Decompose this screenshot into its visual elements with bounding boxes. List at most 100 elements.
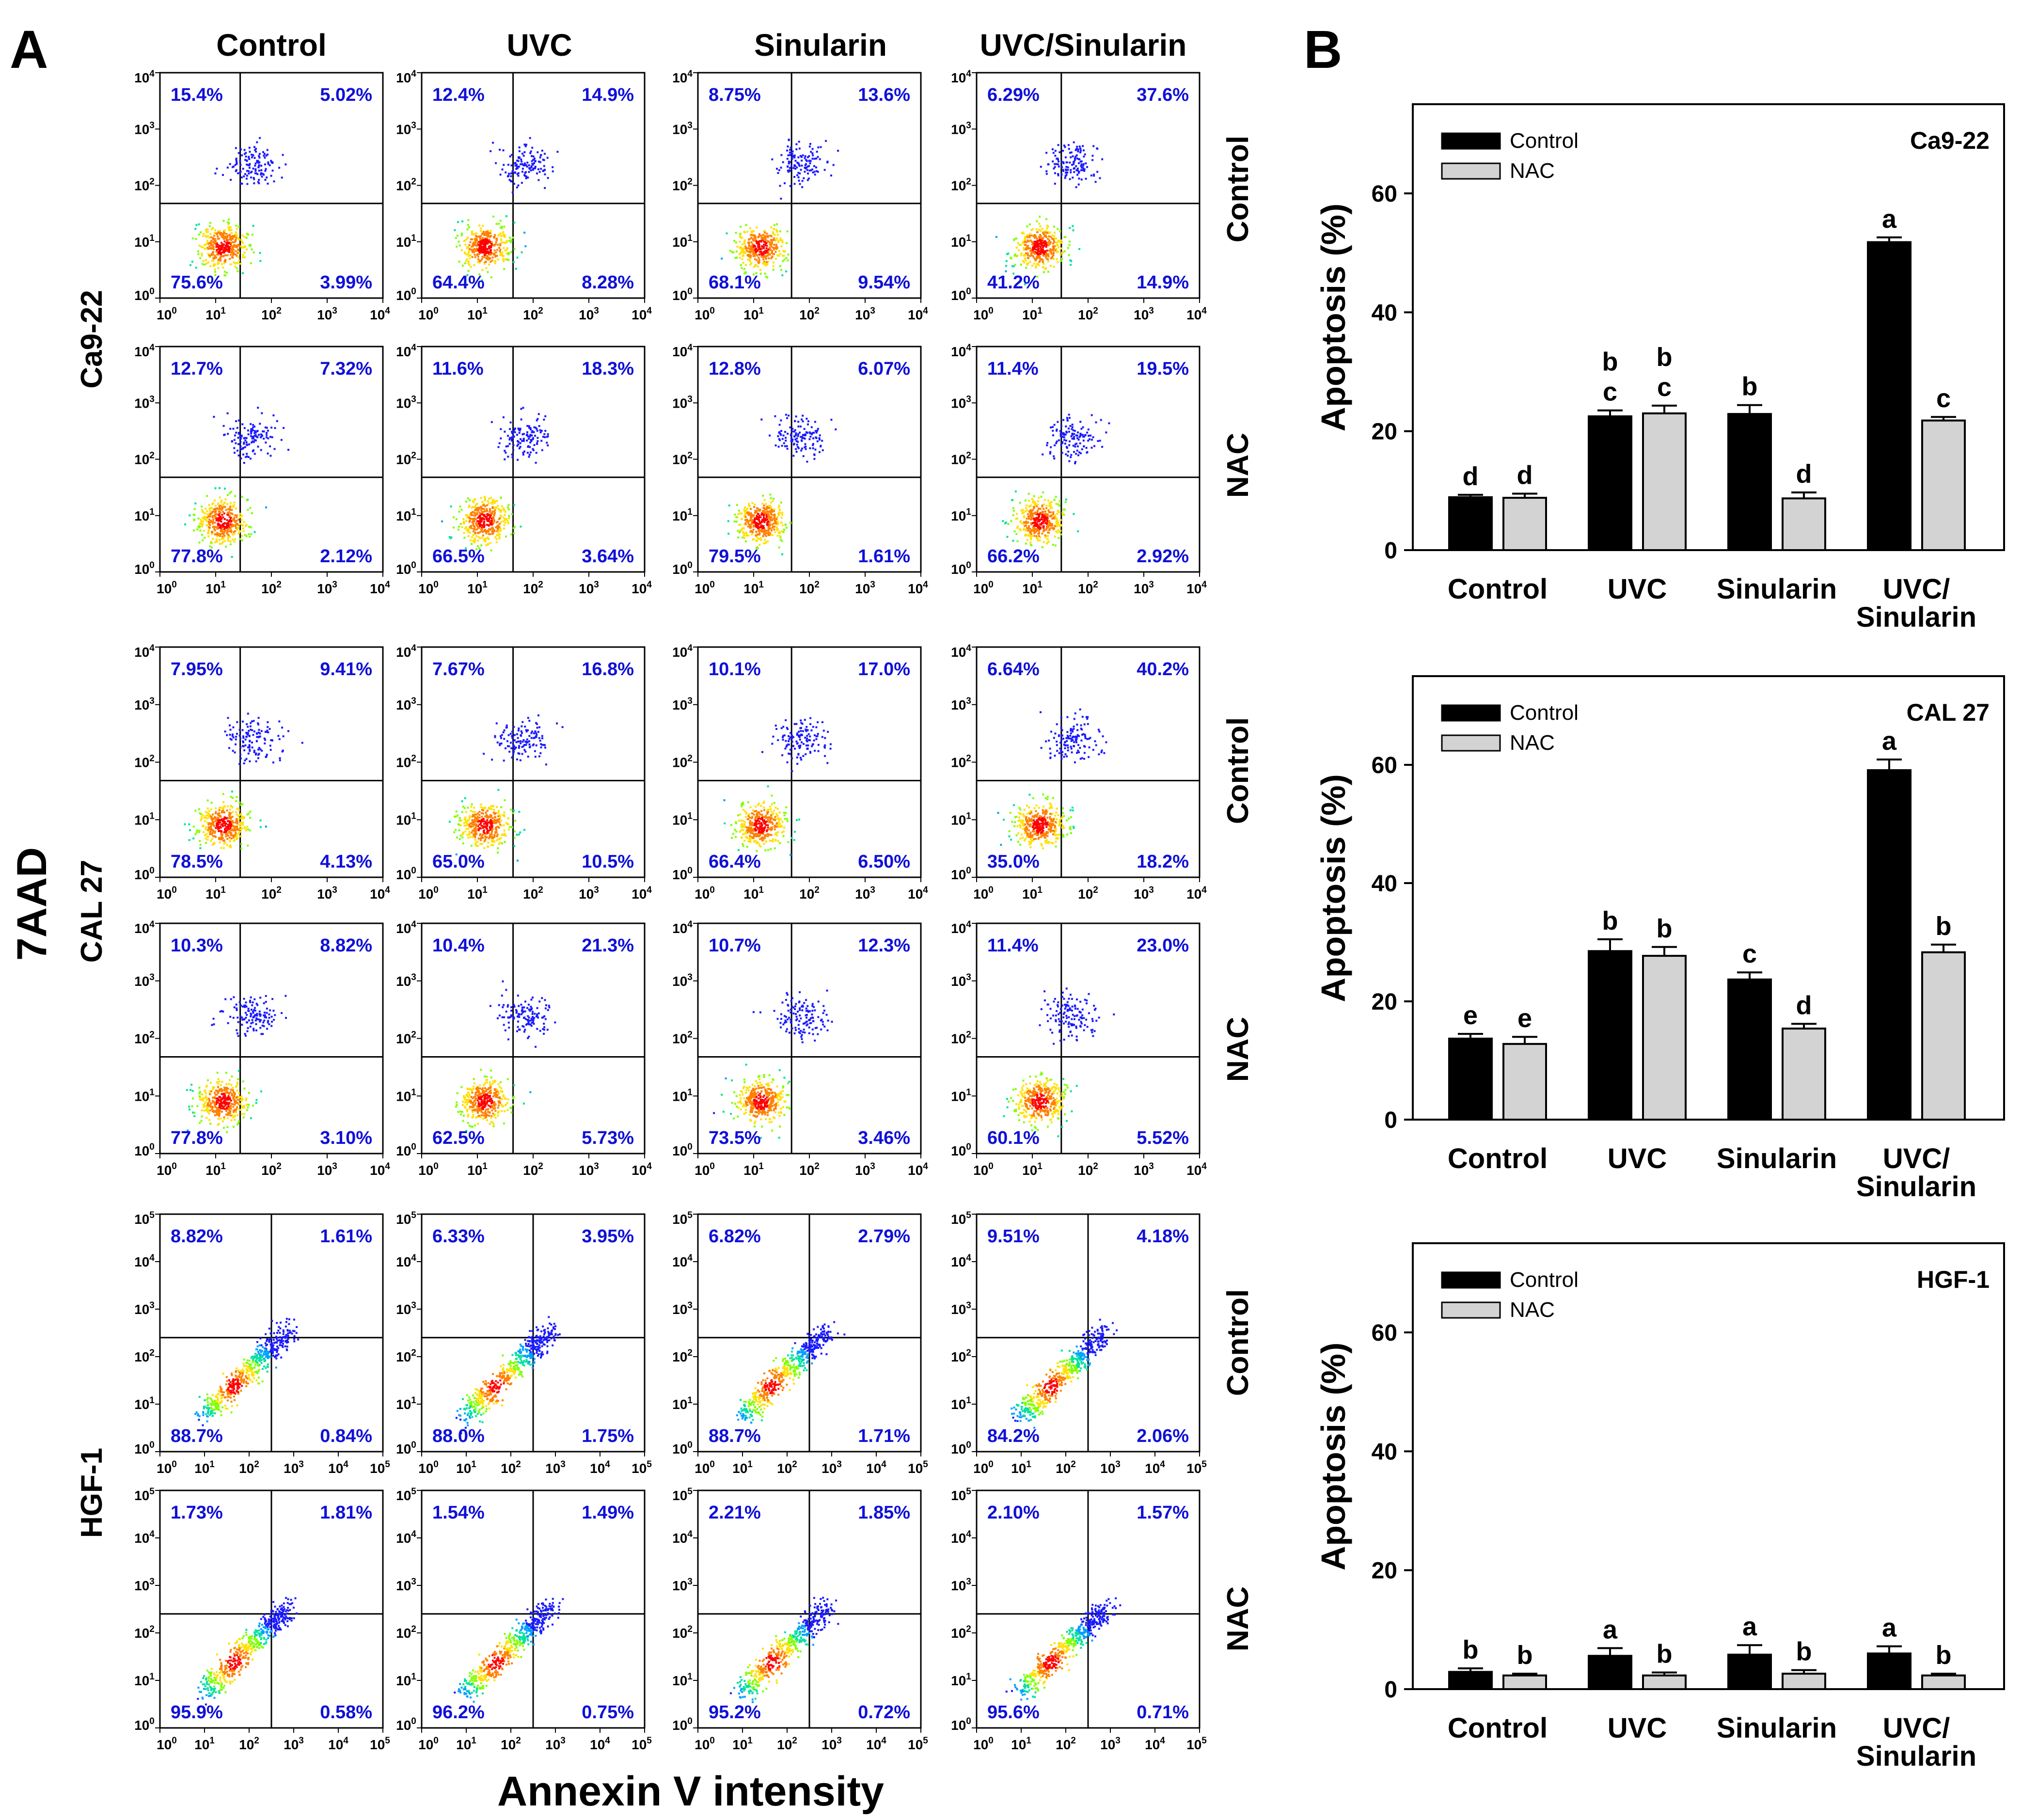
flow-plot-0-1-3-x-tick-label: 100	[973, 580, 994, 596]
panel-b-letter: B	[1304, 20, 1342, 79]
flow-plot-0-0-2-upper-left-pct: 8.75%	[709, 85, 761, 105]
bar-chart-1-bar-0-1	[1502, 1043, 1547, 1121]
flow-plot-2-1-3-y-tick-label: 101	[951, 1672, 971, 1688]
flow-plot-0-0-2-x-tick-label: 100	[695, 306, 715, 322]
flow-plot-2-0-2-x-tick-label: 103	[822, 1459, 842, 1476]
flow-plot-0-1-0-lower-left-pct: 77.8%	[171, 546, 223, 567]
flow-plot-1-1-1-x-tick-label: 102	[523, 1161, 543, 1178]
flow-plot-0-0-1-upper-left-pct: 12.4%	[432, 85, 485, 105]
bar-chart-1-significance-label-2-1: d	[1796, 991, 1812, 1020]
flow-plot-0-0-0-x-tick-label: 100	[157, 306, 177, 322]
flow-plot-2-1-2-y-tick-label: 100	[672, 1716, 693, 1733]
flow-plot-1-0-1-x-tick-label: 104	[632, 885, 652, 902]
flow-plot-0-0-1-x-tick-label: 100	[418, 306, 439, 322]
flow-plot-0-1-0-frame	[159, 346, 384, 573]
flow-plot-0-0-0-y-tick-label: 102	[134, 177, 155, 193]
flow-plot-1-1-0-y-tick-label: 104	[134, 919, 155, 936]
flow-plot-0-0-2-y-tick-label: 102	[672, 177, 693, 193]
flow-plot-2-1-0-y-tick-label: 101	[134, 1672, 155, 1688]
flow-plot-2-1-1-x-tick-label: 104	[590, 1736, 610, 1752]
flow-plot-0-0-1-x-tick-label: 102	[523, 306, 543, 322]
flow-plot-1-1-0-y-tick-label: 102	[134, 1030, 155, 1046]
flow-plot-0-0-3-y-tick-label: 102	[951, 177, 971, 193]
flow-plot-2-1-3-x-tick-label: 101	[1011, 1736, 1031, 1752]
flow-plot-1-0-1-y-tick-label: 102	[396, 754, 416, 770]
row-label-ca9-22-nac: NAC	[1221, 433, 1255, 498]
bar-chart-0-significance-label-3-0: a	[1882, 205, 1897, 234]
flow-plot-1-0-1-frame	[421, 646, 646, 878]
bar-chart-2-category-label-3: UVC/	[1883, 1712, 1950, 1744]
flow-plot-0-0-1-y-tick-label: 102	[396, 177, 416, 193]
flow-plot-0-0-2-y-tick-label: 104	[672, 69, 693, 85]
flow-plot-0-1-1-x-tick-label: 100	[418, 580, 439, 596]
flow-plot-2-0-0-x-tick-label: 104	[328, 1459, 348, 1476]
flow-plot-2-1-3-x-tick-label: 100	[973, 1736, 994, 1752]
flow-plot-1-0-3-x-tick-label: 100	[973, 885, 994, 902]
flow-plot-2-0-3-x-tick-label: 105	[1186, 1459, 1207, 1476]
flow-plot-0-0-2-dots	[721, 139, 839, 279]
flow-plot-2-1-0-y-tick-label: 104	[134, 1529, 155, 1546]
flow-plot-0-1-1-upper-right-pct: 18.3%	[582, 359, 634, 379]
flow-plot-0-1-3-y-tick-label: 101	[951, 507, 971, 523]
column-title-control: Control	[216, 28, 327, 63]
flow-plot-0-0-3-y-tick-label: 104	[951, 69, 971, 85]
bar-charts: 0 20 40 60 Apoptosis (%) Ca9-22 Control NAC d d Co…	[1314, 103, 2005, 1772]
flow-plot-0-0-3-x-tick-label: 103	[1134, 306, 1154, 322]
flow-plot-1-1-2-x-tick-label: 103	[855, 1161, 875, 1178]
flow-plot-1-1-2-x-tick-label: 102	[799, 1161, 820, 1178]
flow-plot-2-1-0-y-tick-label: 103	[134, 1577, 155, 1593]
flow-plot-1-0-1-x-tick-label: 100	[418, 885, 439, 902]
flow-plot-2-0-3-dots	[1011, 1318, 1118, 1429]
flow-plot-1-1-3-upper-right-pct: 23.0%	[1137, 935, 1189, 956]
flow-plot-0-1-0-x-tick-label: 104	[370, 580, 390, 596]
bar-chart-2-significance-label-3-0: a	[1882, 1614, 1897, 1643]
bar-chart-2-significance-label-1-0: a	[1603, 1615, 1618, 1644]
flow-plot-0-1-2-x-tick-label: 101	[743, 580, 764, 596]
flow-plot-1-1-1-upper-right-pct: 21.3%	[582, 935, 634, 956]
flow-plot-1-1-1-lower-right-pct: 5.73%	[582, 1128, 634, 1148]
flow-plot-1-0-1-y-tick-label: 101	[396, 811, 416, 827]
bar-chart-0-category-label-2: Sinularin	[1717, 573, 1837, 605]
flow-plot-1-1-1-x-tick-label: 100	[418, 1161, 439, 1178]
flow-plot-1-1-0-y-tick-label: 101	[134, 1087, 155, 1104]
cell-line-label-hgf-1: HGF-1	[75, 1448, 109, 1538]
flow-plot-0-0-1-x-tick-label: 104	[632, 306, 652, 322]
flow-plot-2-1-3-lower-right-pct: 0.71%	[1137, 1702, 1189, 1723]
flow-plot-0-1-2-upper-right-pct: 6.07%	[858, 359, 910, 379]
flow-plot-1-0-1-x-tick-label: 101	[467, 885, 488, 902]
bar-chart-2-category-label-3: Sinularin	[1856, 1741, 1976, 1772]
bar-chart-2-category-label-1: UVC	[1608, 1712, 1667, 1744]
flow-plot-0-1-3-y-tick-label: 104	[951, 343, 971, 359]
flow-plot-1-1-1-x-tick-label: 103	[579, 1161, 599, 1178]
flow-plot-2-1-1-x-tick-label: 102	[501, 1736, 521, 1752]
flow-plot-2-1-2-y-tick-label: 103	[672, 1577, 693, 1593]
flow-plot-1-0-0-x-tick-label: 101	[205, 885, 226, 902]
flow-plot-0-0-2-upper-right-pct: 13.6%	[858, 85, 910, 105]
flow-plot-2-1-2-upper-right-pct: 1.85%	[858, 1503, 910, 1523]
y-axis-label-7aad: 7AAD	[9, 847, 55, 961]
flow-plot-2-1-1-upper-left-pct: 1.54%	[432, 1503, 485, 1523]
flow-plot-0-0-2-lower-left-pct: 68.1%	[709, 272, 761, 293]
flow-plot-1-1-1-y-tick-label: 102	[396, 1030, 416, 1046]
flow-plot-2-1-2-upper-left-pct: 2.21%	[709, 1503, 761, 1523]
flow-plot-0-0-0-x-tick-label: 104	[370, 306, 390, 322]
flow-plot-2-0-0-x-tick-label: 105	[370, 1459, 390, 1476]
bar-chart-2-frame	[1412, 1242, 2005, 1690]
flow-plot-1-1-0-x-tick-label: 104	[370, 1161, 390, 1178]
bar-chart-0-significance-label-1-1: b	[1657, 343, 1673, 372]
bar-chart-2-bar-0-0	[1448, 1671, 1493, 1691]
bar-chart-0-significance-label-2-1: d	[1796, 459, 1812, 489]
bar-chart-2-category-label-0: Control	[1448, 1712, 1548, 1744]
flow-plot-0-1-0-upper-right-pct: 7.32%	[320, 359, 372, 379]
bar-chart-0-legend-label-0: Control	[1510, 129, 1579, 153]
flow-plot-1-0-2-x-tick-label: 100	[695, 885, 715, 902]
flow-plot-2-0-2-y-tick-label: 100	[672, 1440, 693, 1456]
flow-plot-0-1-0-y-tick-label: 103	[134, 394, 155, 411]
bar-chart-1-legend-swatch-1	[1441, 734, 1501, 752]
flow-plot-0-0-3-upper-left-pct: 6.29%	[987, 85, 1040, 105]
flow-plot-1-0-2-lower-right-pct: 6.50%	[858, 852, 910, 872]
